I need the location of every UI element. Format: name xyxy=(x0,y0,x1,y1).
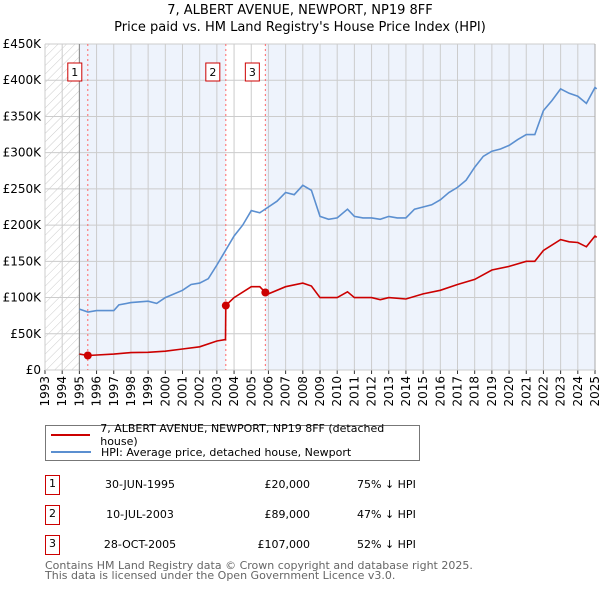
sale-date: 30-JUN-1995 xyxy=(104,478,176,491)
x-tick-label: 2009 xyxy=(313,376,327,407)
x-tick-label: 2020 xyxy=(502,376,516,407)
legend-item-property: 7, ALBERT AVENUE, NEWPORT, NP19 8FF (det… xyxy=(46,422,419,448)
legend: 7, ALBERT AVENUE, NEWPORT, NP19 8FF (det… xyxy=(45,422,420,461)
x-tick-label: 2012 xyxy=(365,376,379,407)
legend-item-hpi: HPI: Average price, detached house, Newp… xyxy=(46,444,351,460)
legend-swatch-hpi xyxy=(51,451,91,453)
x-tick-label: 2001 xyxy=(176,376,190,407)
hpi-line xyxy=(79,86,598,313)
shaded-period xyxy=(79,44,226,370)
price-chart: 1993 1994 1995 1996 1997 1998 1999 2000 2001 2002… xyxy=(3,37,600,407)
title-line2: Price paid vs. HM Land Registry's House … xyxy=(114,20,486,35)
x-tick-label: 2002 xyxy=(193,376,207,407)
sale-marker-number: 1 xyxy=(71,66,78,79)
x-tick-label: 2011 xyxy=(347,376,361,407)
sale-marker-rect xyxy=(205,62,221,82)
x-tick-label: 1997 xyxy=(107,376,121,407)
x-tick-label: 2003 xyxy=(210,376,224,407)
footer: Contains HM Land Registry data © Crown c… xyxy=(45,559,473,582)
x-tick-label: 2023 xyxy=(554,376,568,407)
y-tick-label: £100K xyxy=(3,291,43,305)
legend-swatch-property xyxy=(51,434,91,436)
sale-marker-label: 1 xyxy=(45,475,60,495)
x-tick-label: 2006 xyxy=(261,376,275,407)
x-tick-label: 1999 xyxy=(141,376,155,407)
sale-marker-box: 3 xyxy=(244,62,260,82)
sale-point xyxy=(221,301,230,310)
sale-hpi-diff: 52% ↓ HPI xyxy=(357,538,416,551)
x-tick-label: 2024 xyxy=(571,376,585,407)
footer-copyright: Contains HM Land Registry data © Crown c… xyxy=(45,559,473,572)
x-tick-label: 2005 xyxy=(244,376,258,407)
x-tick-label: 1995 xyxy=(72,376,86,407)
sale-row: 2 10-JUL-2003 £89,000 47% ↓ HPI xyxy=(45,505,445,525)
x-tick-label: 2000 xyxy=(158,376,172,407)
sale-row: 1 30-JUN-1995 £20,000 75% ↓ HPI xyxy=(45,475,445,495)
x-tick-label: 2022 xyxy=(536,376,550,407)
shaded-period xyxy=(265,44,595,370)
sale-price: £107,000 xyxy=(257,538,311,551)
y-tick-label: £250K xyxy=(3,182,43,196)
sale-price: £20,000 xyxy=(264,478,311,491)
chart-title: 7, ALBERT AVENUE, NEWPORT, NP19 8FF Pric… xyxy=(0,2,600,36)
x-tick-label: 2021 xyxy=(519,376,533,407)
x-tick-label: 2015 xyxy=(416,376,430,407)
title-line1: 7, ALBERT AVENUE, NEWPORT, NP19 8FF xyxy=(167,3,433,18)
x-tick-label: 2010 xyxy=(330,376,344,407)
x-tick-label: 1996 xyxy=(90,376,104,407)
x-tick-label: 2019 xyxy=(485,376,499,407)
sale-marker-number: 2 xyxy=(209,66,216,79)
x-tick-label: 2014 xyxy=(399,376,413,407)
x-tick-label: 2016 xyxy=(433,376,447,407)
x-tick-label: 1998 xyxy=(124,376,138,407)
sale-marker-rect xyxy=(67,62,83,82)
y-tick-label: £400K xyxy=(3,73,43,87)
x-tick-label: 2025 xyxy=(588,376,600,407)
y-tick-label: £300K xyxy=(3,146,43,160)
y-tick-label: £350K xyxy=(3,109,43,123)
sale-price: £89,000 xyxy=(264,508,311,521)
legend-label-hpi: HPI: Average price, detached house, Newp… xyxy=(101,445,352,459)
y-tick-label: £0 xyxy=(26,363,41,377)
x-tick-label: 1993 xyxy=(38,376,52,407)
sale-point xyxy=(83,351,92,360)
y-tick-label: £50K xyxy=(10,327,42,341)
sale-date: 10-JUL-2003 xyxy=(106,508,174,521)
sale-date: 28-OCT-2005 xyxy=(103,538,177,551)
sale-marker-rect xyxy=(244,62,260,82)
sale-marker-label: 3 xyxy=(45,535,60,555)
sale-row: 3 28-OCT-2005 £107,000 52% ↓ HPI xyxy=(45,535,445,555)
sale-marker-label: 2 xyxy=(45,505,60,525)
y-tick-label: £150K xyxy=(3,254,43,268)
sale-marker-box: 2 xyxy=(205,62,221,82)
x-tick-label: 2018 xyxy=(468,376,482,407)
sale-marker-number: 3 xyxy=(249,66,256,79)
legend-label-property: 7, ALBERT AVENUE, NEWPORT, NP19 8FF (det… xyxy=(100,422,385,448)
x-tick-label: 2017 xyxy=(451,376,465,407)
sale-hpi-diff: 75% ↓ HPI xyxy=(357,478,416,491)
property-price-line xyxy=(79,234,598,357)
sale-hpi-diff: 47% ↓ HPI xyxy=(357,508,416,521)
x-tick-label: 2004 xyxy=(227,376,241,407)
y-tick-label: £200K xyxy=(3,218,43,232)
sale-marker-box: 1 xyxy=(67,62,83,82)
x-tick-label: 1994 xyxy=(55,376,69,407)
footer-licence: This data is licensed under the Open Gov… xyxy=(45,569,396,582)
x-tick-label: 2013 xyxy=(382,376,396,407)
sale-point xyxy=(261,288,270,297)
y-tick-label: £450K xyxy=(3,37,43,51)
x-tick-label: 2007 xyxy=(279,376,293,407)
x-tick-label: 2008 xyxy=(296,376,310,407)
